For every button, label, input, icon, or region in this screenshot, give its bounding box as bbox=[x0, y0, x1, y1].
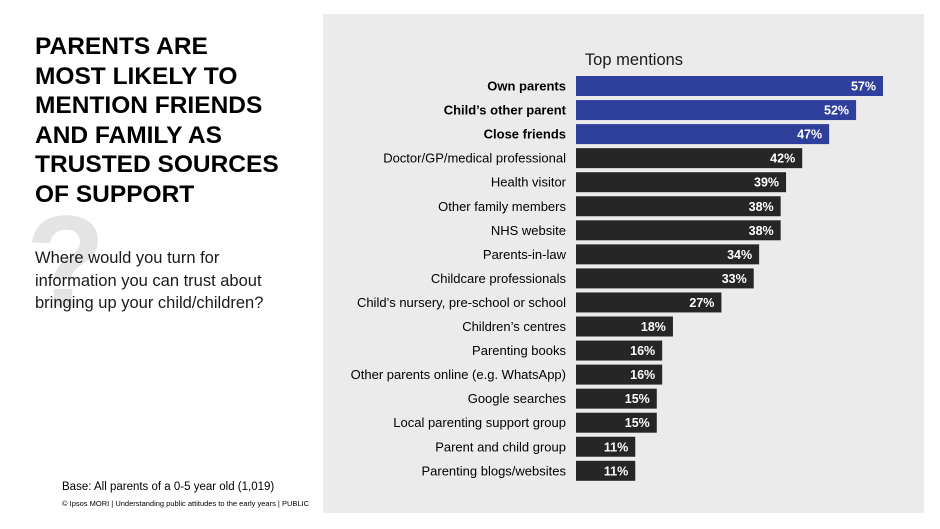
bars-layer: Own parents 57% Child’s other parent 52% Clo… bbox=[351, 76, 883, 481]
value-label: 33% bbox=[722, 272, 747, 286]
bar-row: Child’s nursery, pre-school or school 27% bbox=[357, 292, 722, 313]
category-label: Other parents online (e.g. WhatsApp) bbox=[351, 367, 566, 382]
base-note: Base: All parents of a 0-5 year old (1,0… bbox=[62, 481, 275, 493]
bar bbox=[576, 76, 883, 96]
survey-question: Where would you turn for information you… bbox=[35, 249, 264, 312]
question-mark-icon: ? bbox=[26, 188, 106, 334]
bar-row: Child’s other parent 52% bbox=[444, 100, 857, 121]
bar-row: Children’s centres 18% bbox=[462, 316, 673, 337]
category-label: Other family members bbox=[438, 199, 566, 214]
bar-row: Google searches 15% bbox=[468, 388, 657, 409]
value-label: 18% bbox=[641, 320, 666, 334]
category-label: Google searches bbox=[468, 391, 567, 406]
bar bbox=[576, 412, 657, 433]
category-label: Close friends bbox=[484, 127, 566, 142]
value-label: 27% bbox=[689, 296, 714, 310]
value-label: 11% bbox=[604, 440, 628, 454]
category-label: Parenting blogs/websites bbox=[421, 463, 566, 478]
bar-row: Own parents 57% bbox=[487, 76, 883, 96]
value-label: 42% bbox=[770, 152, 795, 166]
value-label: 16% bbox=[630, 344, 655, 358]
bar-row: Childcare professionals 33% bbox=[431, 268, 754, 289]
value-label: 16% bbox=[630, 368, 655, 382]
value-label: 15% bbox=[625, 416, 650, 430]
category-label: Parenting books bbox=[472, 343, 566, 358]
bar bbox=[576, 364, 663, 385]
page-title: PARENTS ARE MOST LIKELY TO MENTION FRIEN… bbox=[35, 33, 279, 208]
category-label: Children’s centres bbox=[462, 319, 566, 334]
bar bbox=[576, 124, 830, 145]
category-label: Doctor/GP/medical professional bbox=[383, 151, 566, 166]
bar bbox=[576, 220, 781, 241]
category-label: Childcare professionals bbox=[431, 271, 567, 286]
bar bbox=[576, 100, 857, 121]
bar-row: Doctor/GP/medical professional 42% bbox=[383, 148, 803, 169]
category-label: Local parenting support group bbox=[393, 415, 566, 430]
bar bbox=[576, 172, 787, 193]
value-label: 57% bbox=[851, 80, 876, 94]
bar-row: Parents-in-law 34% bbox=[483, 244, 760, 265]
category-label: NHS website bbox=[491, 223, 566, 238]
category-label: Child’s other parent bbox=[444, 103, 567, 118]
category-label: Child’s nursery, pre-school or school bbox=[357, 295, 566, 310]
bar-row: Parent and child group 11% bbox=[435, 436, 636, 457]
bar bbox=[576, 244, 760, 265]
category-label: Parents-in-law bbox=[483, 247, 567, 262]
value-label: 38% bbox=[749, 224, 774, 238]
bar bbox=[576, 388, 657, 409]
bar bbox=[576, 268, 754, 289]
bar bbox=[576, 148, 803, 169]
bar-row: Local parenting support group 15% bbox=[393, 412, 657, 433]
bar-row: Parenting books 16% bbox=[472, 340, 663, 361]
category-label: Health visitor bbox=[491, 175, 567, 190]
bar-row: Other family members 38% bbox=[438, 196, 781, 217]
bar-chart: Top mentions Own parents 57% Child’s other… bbox=[351, 51, 883, 481]
bar bbox=[576, 460, 636, 481]
chart-panel: Top mentions Own parents 57% Child’s other… bbox=[323, 14, 924, 513]
value-label: 47% bbox=[797, 128, 822, 142]
bar-row: Parenting blogs/websites 11% bbox=[421, 460, 636, 481]
value-label: 34% bbox=[727, 248, 752, 262]
bar bbox=[576, 196, 781, 217]
value-label: 39% bbox=[754, 176, 779, 190]
category-label: Parent and child group bbox=[435, 439, 566, 454]
bar-row: Other parents online (e.g. WhatsApp) 16% bbox=[351, 364, 663, 385]
bar-row: Close friends 47% bbox=[484, 124, 830, 145]
bar-row: NHS website 38% bbox=[491, 220, 781, 241]
chart-title: Top mentions bbox=[585, 51, 683, 69]
bar-row: Health visitor 39% bbox=[491, 172, 787, 193]
bar bbox=[576, 292, 722, 313]
value-label: 38% bbox=[749, 200, 774, 214]
bar bbox=[576, 340, 663, 361]
bar bbox=[576, 316, 673, 337]
value-label: 52% bbox=[824, 104, 849, 118]
category-label: Own parents bbox=[487, 79, 566, 94]
value-label: 15% bbox=[625, 392, 650, 406]
bar bbox=[576, 436, 636, 457]
value-label: 11% bbox=[604, 464, 628, 478]
footer-text: © Ipsos MORI | Understanding public atti… bbox=[62, 499, 310, 508]
